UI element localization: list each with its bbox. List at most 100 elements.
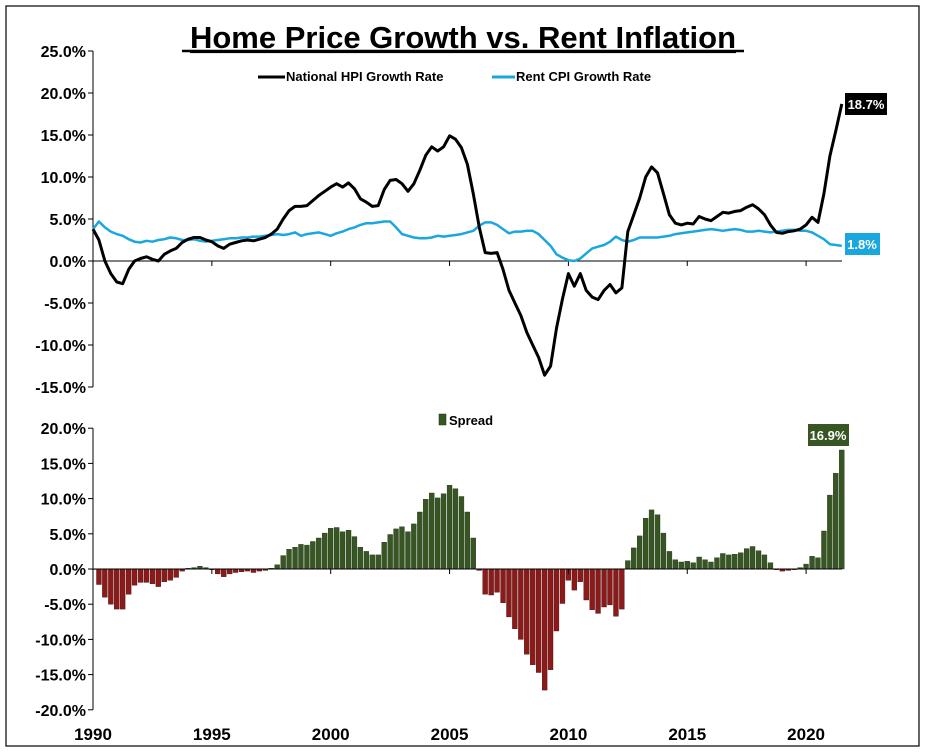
rent-end-label: 1.8% [847,237,877,252]
bottom-y-tick-label: -15.0% [35,668,86,685]
spread-bar [363,551,369,570]
spread-bar [387,534,393,570]
spread-bar [173,568,179,578]
spread-bar [708,561,714,570]
chart-title: Home Price Growth vs. Rent Inflation [190,20,736,55]
spread-bar [298,544,304,570]
spread-bar [571,568,578,591]
spread-bar [803,563,809,570]
spread-bar [417,511,423,570]
x-tick-label: 2015 [668,725,706,744]
spread-bar [351,536,358,570]
spread-bar [559,568,566,604]
hpi-end-label: 18.7% [848,97,885,112]
bottom-y-tick-label: 15.0% [41,456,86,473]
spread-bar [821,530,827,570]
top-y-tick-label: -15.0% [35,380,86,397]
top-y-tick-label: -10.0% [35,338,86,355]
spread-bar [494,568,500,593]
bottom-y-tick-label: -20.0% [35,703,86,720]
spread-bar [512,568,518,629]
top-y-tick-label: 5.0% [50,212,86,229]
spread-bar [690,562,696,570]
legend-label-rent: Rent CPI Growth Rate [516,69,651,84]
x-tick-label: 2005 [431,725,469,744]
spread-bar [720,553,726,570]
spread-bar [131,568,138,586]
spread-bar [595,568,601,614]
spread-bar [726,554,732,570]
spread-bar [666,551,673,570]
spread-bar [96,568,102,585]
spread-bar [601,568,607,608]
spread-bar [536,568,542,673]
spread-bar [696,556,702,570]
top-y-tick-label: 0.0% [50,254,86,271]
spread-bar [429,492,435,570]
x-tick-label: 1995 [193,725,231,744]
spread-bar [286,549,292,570]
bottom-y-tick-label: -10.0% [35,632,86,649]
x-tick-label: 2010 [549,725,587,744]
spread-bar [577,568,583,582]
spread-bar [435,497,441,570]
spread-bar [125,568,132,595]
spread-bar [215,568,221,575]
top-y-tick-label: -5.0% [44,296,86,313]
x-tick-label: 2020 [787,725,825,744]
spread-bar [149,568,156,585]
spread-bar [643,518,649,570]
spread-bar [221,568,227,577]
legend-swatch-spread [438,413,447,426]
x-tick-label: 1990 [74,725,112,744]
spread-bar [678,561,684,570]
spread-bar [738,552,744,570]
spread-bar [381,542,387,570]
spread-bar [839,449,845,570]
bottom-y-tick-label: 10.0% [41,492,86,509]
spread-bar [470,537,476,570]
spread-bar [648,509,655,570]
legend-bottom: Spread [438,413,493,428]
spread-bar [589,568,595,610]
spread-bar [161,568,167,582]
spread-bar [744,548,750,570]
spread-bar [767,562,774,570]
spread-bar [506,568,512,618]
spread-bar [654,514,661,570]
top-plot: 25.0% 20.0% 15.0% 10.0% 5.0% 0.0% -5.0% -10.0% -… [35,44,844,397]
top-y-tick-label: 20.0% [41,86,86,103]
spread-bar [119,568,126,610]
spread-bar [458,496,465,570]
spread-bar [250,568,257,573]
bottom-y-tick-label: 20.0% [41,421,86,438]
spread-bar [446,485,453,570]
spread-bar [702,559,708,570]
rent-end-label-box [845,233,880,255]
spread-bar [114,568,120,610]
spread-bar [553,568,560,632]
spread-bar [625,560,631,570]
spread-bar [714,557,720,570]
legend-label-spread: Spread [449,413,493,428]
spread-bar [316,537,322,570]
spread-bar [518,568,524,640]
bottom-plot: 20.0% 15.0% 10.0% 5.0% 0.0% -5.0% -10.0% -15.0%… [35,421,845,744]
spread-bar [530,568,536,665]
spread-bar [583,568,589,601]
spread-bar [357,547,363,570]
spread-bar [167,568,173,581]
legend-top: National HPI Growth Rate Rent CPI Growth… [258,69,651,84]
spread-bar [827,494,833,570]
spread-bar [631,547,637,570]
spread-bar [155,568,161,587]
bottom-y-tick-label: 5.0% [50,527,86,544]
top-y-tick-label: 10.0% [41,170,86,187]
spread-bar [423,499,429,570]
legend-label-hpi: National HPI Growth Rate [286,69,443,84]
spread-bar [322,532,328,570]
spread-bar [607,568,613,606]
spread-bar [369,554,375,570]
spread-bar [339,531,346,570]
